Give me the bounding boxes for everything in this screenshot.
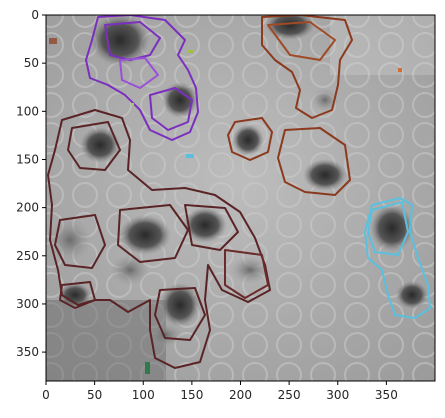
x-tick-label: 0 — [42, 388, 50, 402]
y-tick-label: 300 — [16, 297, 39, 311]
y-axis-ticks: 0 50 100 150 200 250 300 350 — [16, 8, 46, 359]
x-tick-label: 150 — [180, 388, 203, 402]
y-tick-label: 0 — [31, 8, 39, 22]
microscopy-image — [46, 15, 435, 381]
x-tick-label: 200 — [229, 388, 252, 402]
x-axis-ticks: 0 50 100 150 200 250 300 350 — [42, 381, 398, 402]
y-tick-label: 200 — [16, 201, 39, 215]
small-specks — [49, 38, 402, 374]
y-tick-label: 50 — [24, 56, 39, 70]
y-tick-label: 250 — [16, 249, 39, 263]
x-tick-label: 100 — [132, 388, 155, 402]
rust-outline — [261, 15, 353, 119]
x-tick-label: 250 — [278, 388, 301, 402]
purple-outline — [85, 15, 199, 141]
x-tick-label: 50 — [87, 388, 102, 402]
maroon-outline — [47, 109, 271, 369]
segmentation-outlines — [47, 15, 431, 369]
y-tick-label: 350 — [16, 345, 39, 359]
y-tick-label: 100 — [16, 104, 39, 118]
cyan-outline — [364, 197, 431, 319]
x-tick-label: 350 — [375, 388, 398, 402]
y-tick-label: 150 — [16, 152, 39, 166]
x-tick-label: 300 — [326, 388, 349, 402]
